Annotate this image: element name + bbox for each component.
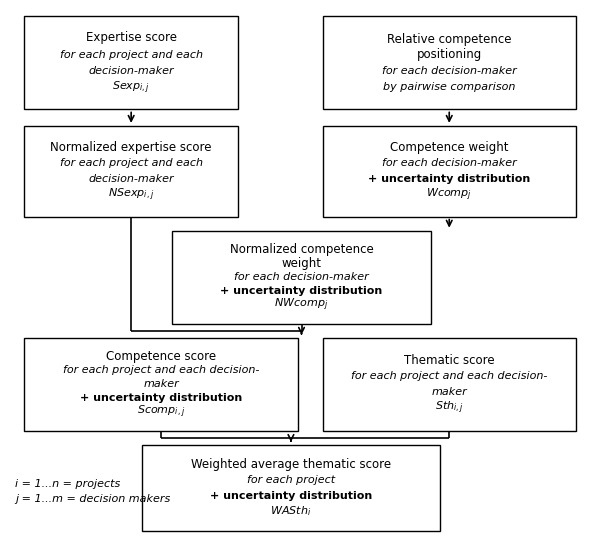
Text: $\mathit{WASth}_{i}$: $\mathit{WASth}_{i}$ [270, 504, 312, 518]
Text: by pairwise comparison: by pairwise comparison [383, 82, 516, 92]
Text: Weighted average thematic score: Weighted average thematic score [191, 458, 391, 471]
Text: maker: maker [431, 387, 467, 397]
Bar [172, 231, 431, 323]
Text: + uncertainty distribution: + uncertainty distribution [80, 393, 242, 404]
Text: for each decision-maker: for each decision-maker [382, 158, 517, 168]
Bar [24, 126, 238, 216]
Bar [24, 338, 298, 431]
Text: positioning: positioning [417, 49, 482, 61]
Text: $\mathit{Wcomp}_{j}$: $\mathit{Wcomp}_{j}$ [426, 187, 472, 203]
Text: for each project and each decision-: for each project and each decision- [63, 365, 259, 375]
Text: $\mathit{NWcomp}_{j}$: $\mathit{NWcomp}_{j}$ [274, 297, 329, 314]
Text: maker: maker [144, 379, 179, 389]
Text: Relative competence: Relative competence [387, 33, 511, 46]
Text: Competence score: Competence score [106, 350, 216, 363]
Text: + uncertainty distribution: + uncertainty distribution [210, 491, 372, 501]
Text: $\mathit{Sth}_{i,j}$: $\mathit{Sth}_{i,j}$ [435, 400, 464, 416]
Bar [323, 17, 576, 109]
Text: for each decision-maker: for each decision-maker [382, 66, 517, 76]
Bar [323, 338, 576, 431]
Text: for each decision-maker: for each decision-maker [234, 272, 369, 282]
Text: for each project: for each project [247, 475, 335, 485]
Text: Expertise score: Expertise score [86, 31, 177, 44]
Text: + uncertainty distribution: + uncertainty distribution [368, 174, 531, 184]
Text: i = 1...n = projects
j = 1...m = decision makers: i = 1...n = projects j = 1...m = decisio… [15, 479, 170, 504]
Text: $\mathit{Scomp}_{i,j}$: $\mathit{Scomp}_{i,j}$ [137, 404, 185, 421]
Bar [142, 445, 440, 531]
Bar [24, 17, 238, 109]
Text: decision-maker: decision-maker [89, 66, 174, 76]
Text: Normalized expertise score: Normalized expertise score [51, 141, 212, 154]
Text: for each project and each: for each project and each [60, 158, 203, 168]
Text: Normalized competence: Normalized competence [230, 243, 373, 256]
Text: for each project and each decision-: for each project and each decision- [351, 371, 548, 381]
Text: $\mathit{Sexp}_{i,j}$: $\mathit{Sexp}_{i,j}$ [112, 80, 150, 96]
Text: $\mathit{NSexp}_{i,j}$: $\mathit{NSexp}_{i,j}$ [108, 187, 154, 203]
Text: weight: weight [282, 257, 321, 270]
Text: Thematic score: Thematic score [404, 354, 494, 367]
Bar [323, 126, 576, 216]
Text: decision-maker: decision-maker [89, 174, 174, 184]
Text: Competence weight: Competence weight [390, 141, 508, 154]
Text: for each project and each: for each project and each [60, 50, 203, 60]
Text: + uncertainty distribution: + uncertainty distribution [220, 286, 383, 296]
